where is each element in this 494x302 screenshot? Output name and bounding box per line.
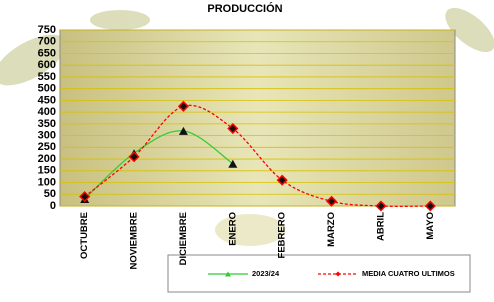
y-tick-label: 150 xyxy=(38,165,56,177)
y-tick-label: 650 xyxy=(38,47,56,59)
plot-area xyxy=(60,30,455,206)
chart: PRODUCCIÓN 05010015020025030035040045050… xyxy=(0,0,494,302)
x-tick-label: OCTUBRE xyxy=(79,212,90,259)
y-tick-label: 200 xyxy=(38,153,56,165)
y-tick-label: 500 xyxy=(38,83,56,95)
x-tick-label: ABRIL xyxy=(375,212,386,241)
x-tick-label: DICIEMBRE xyxy=(178,212,189,265)
y-tick-label: 600 xyxy=(38,59,56,71)
x-tick-label: NOVIEMBRE xyxy=(129,212,140,270)
y-tick-label: 250 xyxy=(38,141,56,153)
x-tick-label: ENERO xyxy=(227,212,238,246)
legend-label: 2023/24 xyxy=(252,269,280,278)
x-tick-label: MAYO xyxy=(425,212,436,240)
y-tick-label: 750 xyxy=(38,24,56,36)
y-tick-label: 700 xyxy=(38,36,56,48)
legend-label: MEDIA CUATRO ULTIMOS xyxy=(362,269,455,278)
y-tick-label: 450 xyxy=(38,94,56,106)
x-tick-label: MARZO xyxy=(326,212,337,247)
chart-title: PRODUCCIÓN xyxy=(207,2,282,15)
y-tick-label: 400 xyxy=(38,106,56,118)
y-tick-label: 350 xyxy=(38,118,56,130)
y-tick-label: 300 xyxy=(38,130,56,142)
x-tick-label: FEBRERO xyxy=(277,212,288,258)
y-tick-label: 100 xyxy=(38,176,56,188)
y-tick-label: 550 xyxy=(38,71,56,83)
y-tick-label: 0 xyxy=(50,200,56,212)
y-tick-label: 50 xyxy=(44,188,56,200)
